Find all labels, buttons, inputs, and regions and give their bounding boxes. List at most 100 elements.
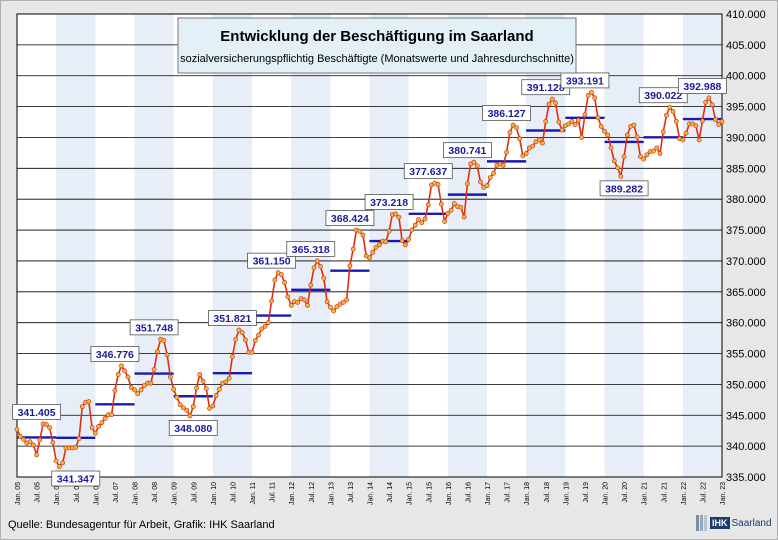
data-point <box>252 338 258 343</box>
data-point <box>644 152 650 158</box>
data-point <box>386 228 392 234</box>
data-point <box>683 130 689 136</box>
data-point <box>141 383 147 389</box>
data-point <box>598 123 604 129</box>
y-tick-label: 365.000 <box>726 287 766 299</box>
data-point <box>132 387 137 393</box>
data-point <box>177 402 183 408</box>
data-point <box>314 258 320 264</box>
data-point <box>700 118 705 124</box>
data-point <box>73 444 79 450</box>
data-point <box>109 412 115 418</box>
data-point <box>566 121 571 127</box>
data-point <box>308 282 314 288</box>
x-tick-label: Jan. 22 <box>681 482 688 505</box>
label-text: 391.128 <box>527 82 565 94</box>
x-tick-label: Jan. 23 <box>720 482 727 505</box>
data-point <box>181 405 186 411</box>
x-tick-label: Jan. 16 <box>446 482 453 505</box>
x-tick-label: Jan. 10 <box>211 482 218 505</box>
data-point <box>301 297 307 303</box>
annual-average-label: 351.748 <box>129 319 179 336</box>
data-point <box>135 391 141 397</box>
x-tick-label: Jul. 09 <box>191 482 198 503</box>
x-tick-label: Jul. 08 <box>152 482 159 503</box>
data-point <box>608 145 614 151</box>
y-tick-label: 405.000 <box>726 40 766 52</box>
data-point <box>99 420 105 426</box>
year-band <box>604 14 644 477</box>
data-point <box>631 122 637 128</box>
x-tick-label: Jan. 15 <box>407 482 414 505</box>
label-text: 377.637 <box>409 166 447 178</box>
annual-average-label: 361.150 <box>247 252 296 269</box>
label-box <box>129 319 179 336</box>
data-point <box>530 143 536 149</box>
title-box: Entwicklung der Beschäftigung im Saarlan… <box>177 17 577 74</box>
data-point <box>491 170 496 176</box>
data-point <box>624 132 630 138</box>
data-point <box>86 399 92 405</box>
data-point <box>200 378 206 384</box>
x-tick-label: Jul. 10 <box>230 482 237 503</box>
data-point <box>203 386 209 392</box>
data-point <box>96 423 101 429</box>
annual-average-label: 348.080 <box>168 419 218 436</box>
annual-average-label: 390.022 <box>638 87 688 104</box>
data-point <box>265 320 271 326</box>
y-tick-label: 345.000 <box>726 410 766 422</box>
data-point <box>618 173 624 179</box>
label-box <box>12 404 61 420</box>
data-point <box>311 265 317 271</box>
y-tick-label: 380.000 <box>726 194 766 206</box>
data-point <box>425 202 431 208</box>
data-point <box>621 154 627 159</box>
data-point <box>484 183 490 189</box>
data-point <box>243 337 248 343</box>
data-point <box>660 129 666 135</box>
data-point <box>92 430 98 436</box>
data-point <box>540 140 545 146</box>
data-point <box>517 136 523 142</box>
data-point <box>148 380 154 386</box>
data-point <box>419 220 425 226</box>
label-box <box>443 142 492 159</box>
label-box <box>678 78 727 94</box>
data-point <box>523 151 529 156</box>
data-point <box>605 132 611 138</box>
x-tick-label: Jul. 13 <box>348 482 355 503</box>
annual-average-label: 368.424 <box>325 210 375 226</box>
x-tick-label: Jul. 17 <box>505 482 512 503</box>
label-text: 380.741 <box>448 145 486 157</box>
data-point <box>357 228 363 234</box>
data-point <box>703 99 709 105</box>
data-point <box>112 388 118 393</box>
data-point <box>50 440 56 445</box>
data-point <box>602 128 607 134</box>
data-point <box>340 299 346 305</box>
data-point <box>43 422 49 427</box>
data-point <box>34 452 39 458</box>
data-point <box>706 95 712 101</box>
x-tick-label: Jan. 05 <box>15 482 22 505</box>
x-tick-label: Jul. 18 <box>544 482 551 503</box>
y-tick-label: 395.000 <box>726 102 766 114</box>
data-point <box>461 214 467 220</box>
x-tick-label: Jan. 14 <box>368 482 375 505</box>
data-point <box>278 272 284 277</box>
chart-title: Entwicklung der Beschäftigung im Saarlan… <box>220 28 533 45</box>
data-point <box>487 175 493 180</box>
data-point <box>575 117 581 123</box>
data-point <box>504 149 509 155</box>
data-point <box>167 374 173 380</box>
data-point <box>716 122 722 127</box>
data-point <box>553 100 558 106</box>
data-point <box>174 394 180 400</box>
data-point <box>79 404 85 410</box>
data-point <box>435 181 441 187</box>
data-point <box>47 425 53 431</box>
year-band <box>447 14 487 477</box>
data-point <box>536 137 542 143</box>
annual-average-label: 386.127 <box>482 105 531 122</box>
data-point <box>282 280 288 285</box>
